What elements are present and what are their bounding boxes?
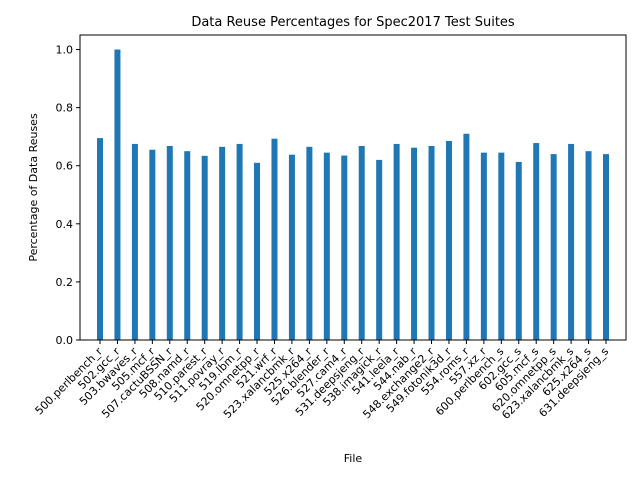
bar-631.deepsjeng_s <box>603 154 609 340</box>
bar-520.omnetpp_r <box>254 162 261 340</box>
x-axis-label: File <box>344 452 363 465</box>
bar-541.leela_r <box>393 143 400 340</box>
y-tick-label: 0.6 <box>56 160 74 173</box>
y-axis: 0.0 0.2 0.4 0.6 0.8 1.0 <box>56 44 80 347</box>
y-axis-label: Percentage of Data Reuses <box>27 113 40 262</box>
y-tick-label: 0.8 <box>56 102 74 115</box>
chart-title: Data Reuse Percentages for Spec2017 Test… <box>191 15 515 30</box>
bar-519.lbm_r <box>236 143 243 340</box>
y-tick-label: 0.0 <box>56 334 74 347</box>
bar-623.xalancbmk_s <box>568 143 575 340</box>
bar-531.deepsjeng_r <box>358 145 365 340</box>
bar-502.gcc_r <box>114 49 121 341</box>
bar-500.perlbench_r <box>97 138 103 340</box>
bar-605.mcf_s <box>533 143 540 340</box>
bar-538.imagick_r <box>376 159 383 340</box>
bar-523.xalancbmk_r <box>288 154 295 340</box>
bar-505.mcf_r <box>149 149 156 340</box>
bar-625.x264_s <box>585 151 592 340</box>
y-tick-label: 1.0 <box>56 44 74 57</box>
bar-521.wrf_r <box>271 138 278 340</box>
x-axis: 500.perlbench_r502.gcc_r503.bwaves_r505.… <box>33 340 611 422</box>
bar-510.parest_r <box>201 155 208 340</box>
bar-600.perlbench_s <box>498 152 505 340</box>
bar-503.bwaves_r <box>131 143 138 340</box>
bar-544.nab_r <box>411 147 418 340</box>
bar-549.fotonik3d_r <box>445 141 452 340</box>
bars-group <box>97 49 609 341</box>
bar-526.blender_r <box>323 152 330 340</box>
bar-527.cam4_r <box>341 155 348 340</box>
bar-511.povray_r <box>219 146 226 340</box>
plot-frame <box>79 34 627 341</box>
bar-525.x264_r <box>306 146 313 340</box>
bar-602.gcc_s <box>515 161 522 340</box>
bar-557.xz_r <box>480 152 487 340</box>
bar-554.roms_r <box>463 133 470 340</box>
bar-508.namd_r <box>184 151 191 340</box>
bar-548.exchange2_r <box>428 145 435 340</box>
bar-507.cactuBSSN_r <box>166 145 173 340</box>
y-tick-label: 0.4 <box>56 218 74 231</box>
y-tick-label: 0.2 <box>56 276 74 289</box>
bar-620.omnetpp_s <box>550 154 557 340</box>
